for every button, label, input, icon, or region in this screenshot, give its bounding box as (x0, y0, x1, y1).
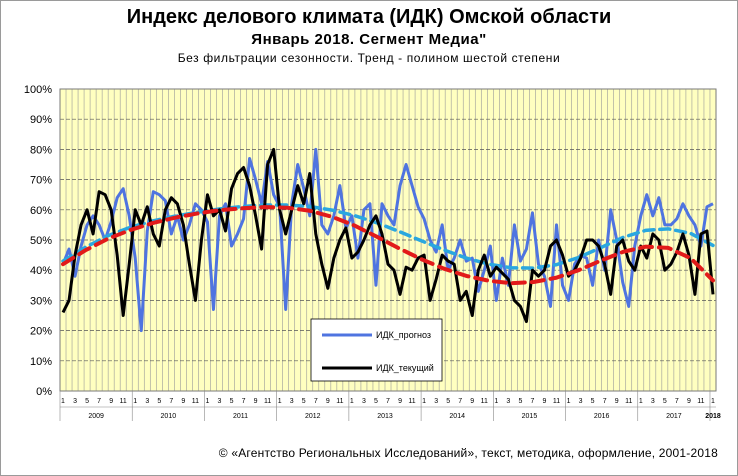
x-month-tick-label: 5 (230, 398, 234, 405)
x-month-tick-label: 7 (530, 398, 534, 405)
x-month-tick-label: 9 (470, 398, 474, 405)
x-month-tick-label: 1 (639, 398, 643, 405)
x-year-label: 2012 (305, 413, 321, 420)
x-year-label: 2009 (88, 413, 104, 420)
y-tick-label: 30% (30, 295, 52, 307)
x-month-tick-label: 3 (506, 398, 510, 405)
x-month-tick-label: 1 (494, 398, 498, 405)
x-month-tick-label: 1 (133, 398, 137, 405)
x-month-tick-label: 5 (85, 398, 89, 405)
x-year-label: 2018 (705, 413, 721, 420)
y-tick-label: 100% (24, 84, 52, 96)
x-month-tick-label: 5 (374, 398, 378, 405)
x-month-tick-label: 3 (218, 398, 222, 405)
y-tick-label: 10% (30, 356, 52, 368)
x-month-tick-label: 1 (205, 398, 209, 405)
y-axis-labels: 0% 10% 20% 30% 40% 50% 60% 70% 80% 90% 100% (24, 84, 52, 398)
x-month-tick-label: 3 (362, 398, 366, 405)
x-month-tick-label: 7 (386, 398, 390, 405)
x-year-label: 2013 (377, 413, 393, 420)
x-month-tick-label: 7 (97, 398, 101, 405)
x-month-tick-label: 1 (422, 398, 426, 405)
x-month-tick-label: 11 (408, 398, 415, 405)
x-year-label: 2016 (594, 413, 610, 420)
x-month-tick-label: 1 (61, 398, 65, 405)
legend-box (310, 318, 443, 382)
y-tick-label: 70% (30, 175, 52, 187)
x-month-tick-label: 7 (169, 398, 173, 405)
x-month-tick-label: 9 (687, 398, 691, 405)
y-tick-label: 80% (30, 144, 52, 156)
x-month-tick-label: 1 (567, 398, 571, 405)
x-month-tick-label: 5 (518, 398, 522, 405)
legend: ИДК_прогноз ИДК_текущий (310, 318, 443, 382)
x-month-tick-label: 7 (242, 398, 246, 405)
x-month-tick-label: 9 (615, 398, 619, 405)
x-month-tick-label: 3 (290, 398, 294, 405)
x-month-tick-label: 9 (181, 398, 185, 405)
x-year-label: 2010 (161, 413, 177, 420)
chart-subtitle: Январь 2018. Сегмент Медиа" (251, 31, 487, 48)
x-month-tick-label: 5 (591, 398, 595, 405)
x-month-tick-label: 11 (697, 398, 704, 405)
x-month-tick-label: 7 (314, 398, 318, 405)
y-tick-label: 0% (36, 386, 52, 398)
x-month-tick-label: 9 (543, 398, 547, 405)
x-month-tick-label: 9 (254, 398, 258, 405)
y-tick-label: 90% (30, 114, 52, 126)
x-axis: 1 3 5 7 9 11 1 3 5 7 9 11 1 3 5 7 9 11 1 3 5 7 9 11 1 3 5 7 9 11 1 3 5 7 9… (59, 391, 721, 421)
x-month-tick-label: 3 (579, 398, 583, 405)
x-month-tick-label: 1 (350, 398, 354, 405)
x-month-tick-label: 11 (625, 398, 632, 405)
x-year-label: 2014 (449, 413, 465, 420)
x-month-tick-label: 3 (145, 398, 149, 405)
legend-label-forecast: ИДК_прогноз (376, 330, 431, 340)
x-month-tick-label: 7 (458, 398, 462, 405)
x-month-tick-label: 5 (663, 398, 667, 405)
x-month-tick-label: 5 (446, 398, 450, 405)
legend-label-current: ИДК_текущий (376, 363, 434, 373)
x-month-tick-label: 11 (481, 398, 488, 405)
y-tick-label: 40% (30, 265, 52, 277)
plot-border (59, 88, 717, 392)
x-month-tick-label: 7 (603, 398, 607, 405)
x-month-tick-label: 5 (302, 398, 306, 405)
x-month-tick-label: 3 (73, 398, 77, 405)
x-month-tick-label: 11 (264, 398, 271, 405)
x-month-tick-label: 11 (120, 398, 127, 405)
chart-title: Индекс делового климата (ИДК) Омской обл… (126, 6, 612, 28)
x-year-label: 2015 (522, 413, 538, 420)
x-month-tick-label: 3 (434, 398, 438, 405)
x-month-tick-label: 9 (398, 398, 402, 405)
x-month-tick-label: 11 (336, 398, 343, 405)
y-tick-label: 20% (30, 326, 52, 338)
copyright-footer: © «Агентство Региональных Исследований»,… (218, 446, 718, 460)
x-month-tick-label: 11 (192, 398, 199, 405)
chart-note: Без фильтрации сезонности. Тренд - полин… (177, 51, 561, 65)
series-layer (61, 147, 715, 333)
x-month-tick-label: 11 (553, 398, 560, 405)
x-year-label: 2017 (666, 413, 682, 420)
x-year-label: 2011 (233, 413, 248, 420)
trend-line-current (61, 205, 715, 286)
x-month-tick-label: 3 (651, 398, 655, 405)
x-month-tick-label: 9 (109, 398, 113, 405)
series-line-current (61, 147, 715, 324)
x-month-tick-label: 7 (675, 398, 679, 405)
x-month-tick-label: 1 (711, 398, 715, 405)
x-month-tick-label: 1 (278, 398, 282, 405)
x-month-tick-label: 5 (157, 398, 161, 405)
y-tick-label: 50% (30, 235, 52, 247)
y-tick-label: 60% (30, 205, 52, 217)
x-month-tick-label: 9 (326, 398, 330, 405)
